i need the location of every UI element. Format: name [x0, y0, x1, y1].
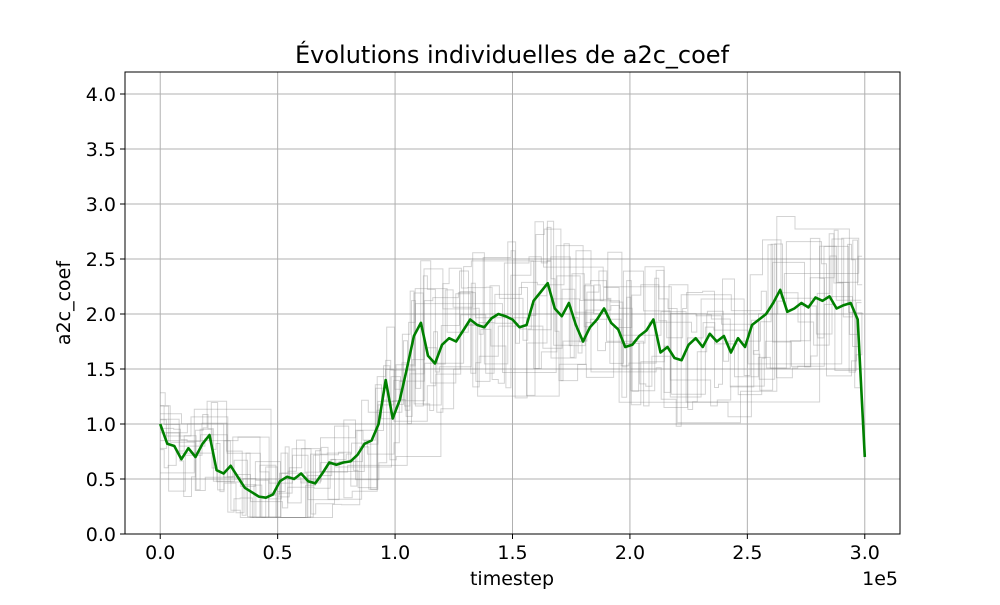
individual-series-group	[160, 216, 864, 518]
ticks: 0.0 0.5 1.0 1.5 2.0 2.5 3.0 0.0 0.5 1.0 1.5 2.0 2.5 3…	[86, 84, 880, 564]
y-tick-label: 1.5	[86, 359, 116, 381]
y-tick-label: 2.5	[86, 249, 116, 271]
y-tick-label: 4.0	[86, 84, 116, 106]
y-tick-label: 0.0	[86, 524, 116, 546]
individual-series-line	[160, 255, 863, 518]
x-tick-label: 2.0	[615, 542, 645, 564]
y-axis-label: a2c_coef	[53, 260, 75, 345]
x-tick-label: 3.0	[850, 542, 880, 564]
x-tick-label: 1.0	[380, 542, 410, 564]
x-tick-label: 0.5	[263, 542, 293, 564]
y-tick-label: 2.0	[86, 304, 116, 326]
individual-series-line	[160, 226, 863, 518]
individual-series-line	[160, 233, 863, 518]
individual-series-line	[160, 245, 859, 518]
y-tick-label: 1.0	[86, 414, 116, 436]
individual-series-line	[160, 216, 859, 518]
individual-series-line	[160, 228, 862, 518]
x-scale-label: 1e5	[862, 568, 898, 590]
individual-series-line	[160, 220, 861, 518]
x-tick-label: 2.5	[732, 542, 762, 564]
individual-series-line	[160, 241, 862, 518]
x-tick-label: 0.0	[145, 542, 175, 564]
mean-series-line	[158, 281, 867, 499]
individual-series-line	[160, 243, 861, 501]
mean-series-group	[158, 281, 867, 499]
individual-series-line	[160, 238, 864, 518]
individual-series-line	[160, 221, 860, 496]
y-tick-label: 3.5	[86, 139, 116, 161]
y-tick-label: 0.5	[86, 469, 116, 491]
chart-title: Évolutions individuelles de a2c_coef	[295, 40, 730, 69]
y-tick-label: 3.0	[86, 194, 116, 216]
x-axis-label: timestep	[470, 568, 554, 590]
x-tick-label: 1.5	[497, 542, 527, 564]
